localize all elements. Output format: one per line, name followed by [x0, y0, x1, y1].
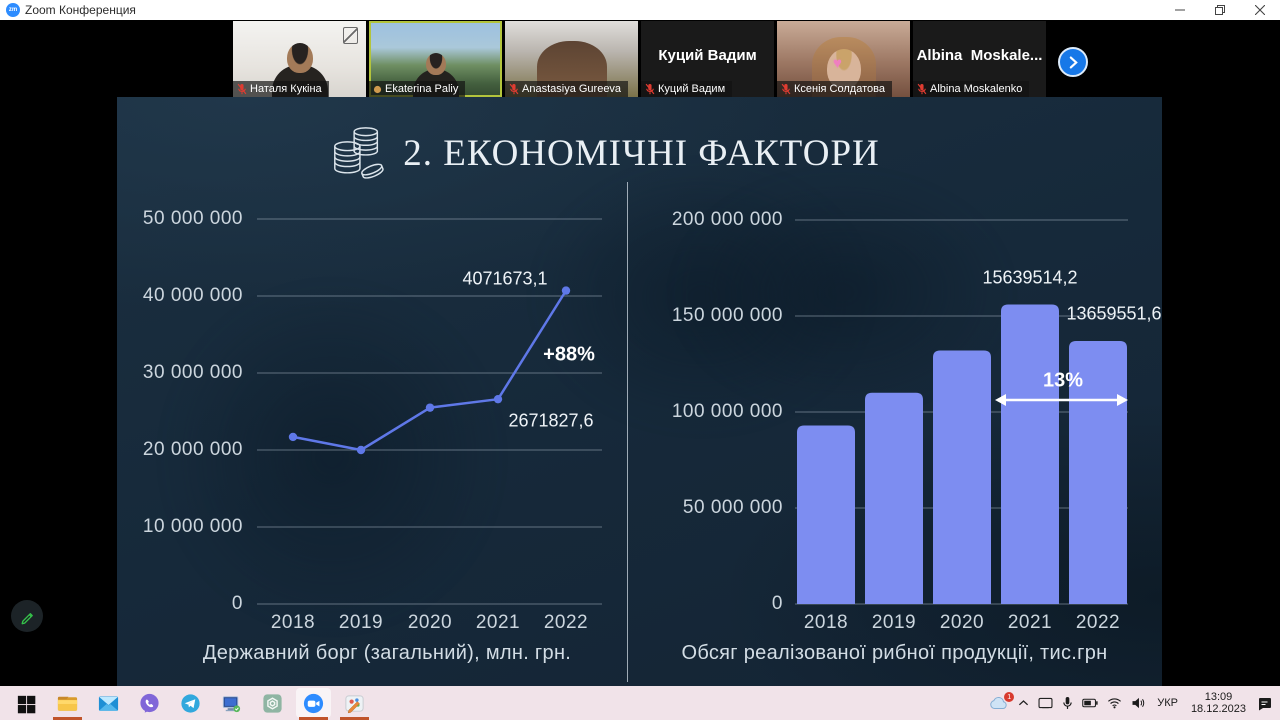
- participant-name-label: Наталя Кукіна: [233, 81, 329, 97]
- data-label-2021: 2671827,6: [508, 410, 594, 431]
- running-app-indicator: [299, 717, 328, 720]
- participant-name-label: Ekaterina Paliy: [369, 81, 466, 97]
- participant-name-label: Ксенія Солдатова: [777, 81, 892, 97]
- background-blob: [167, 287, 497, 627]
- x-axis-tick-label: 2022: [543, 612, 589, 633]
- onedrive-icon[interactable]: 1: [989, 692, 1015, 710]
- zoom-logo-icon: zm: [6, 3, 20, 17]
- taskbar-icon-file-explorer[interactable]: [47, 686, 88, 720]
- y-axis-tick-label: 150 000 000: [671, 305, 783, 326]
- participant-name-label: Куций Вадим: [641, 81, 733, 97]
- muted-mic-icon: [781, 83, 791, 95]
- window-title: Zoom Конференция: [25, 3, 136, 17]
- minimize-icon: [1175, 9, 1185, 11]
- restore-button[interactable]: [1200, 0, 1240, 20]
- participant-strip: Наталя Кукіна Ekaterina Paliy Anastasiya G…: [233, 21, 1046, 97]
- x-axis-tick-label: 2018: [270, 612, 316, 633]
- y-axis-tick-label: 200 000 000: [671, 209, 783, 230]
- chart-caption: Обсяг реалізованої рибної продукції, тис…: [681, 642, 1108, 664]
- growth-label: +88%: [543, 343, 595, 366]
- taskbar-icon-windows-start[interactable]: [6, 686, 47, 720]
- tray-chevron-icon[interactable]: [1018, 699, 1029, 707]
- line-chart-state-debt: 4071673,1 +88% 2671827,6 Державний борг …: [117, 182, 627, 686]
- restore-icon: [1215, 5, 1225, 15]
- x-axis-tick-label: 2018: [803, 612, 849, 633]
- annotate-button[interactable]: [11, 600, 43, 632]
- volume-icon[interactable]: [1131, 697, 1146, 709]
- change-label: 13%: [1042, 369, 1084, 392]
- pencil-icon: [21, 612, 33, 624]
- x-axis-tick-label: 2021: [475, 612, 521, 633]
- close-button[interactable]: [1240, 0, 1280, 20]
- clock-time: 13:09: [1204, 691, 1233, 703]
- clock[interactable]: 13:09 18.12.2023: [1189, 691, 1248, 715]
- data-label-2021: 15639514,2: [982, 267, 1078, 288]
- taskbar-icon-mail[interactable]: [88, 686, 129, 720]
- data-label-2022: 13659551,6: [1066, 303, 1162, 324]
- muted-mic-icon: [645, 83, 655, 95]
- taskbar-icon-viber[interactable]: [129, 686, 170, 720]
- taskbar-icon-chatgpt[interactable]: [252, 686, 293, 720]
- bar-chart-fish-production: 15639514,2 13659551,6 13% Обсяг реалізов…: [627, 182, 1162, 686]
- taskbar-icon-my-computer[interactable]: [211, 686, 252, 720]
- watermark-logo: [343, 27, 358, 44]
- muted-mic-icon: [509, 83, 519, 95]
- chart-caption: Державний борг (загальний), млн. грн.: [202, 642, 572, 664]
- notification-badge: 1: [1004, 692, 1015, 702]
- y-axis-tick-label: 50 000 000: [682, 497, 783, 518]
- next-participants-button[interactable]: [1058, 47, 1088, 77]
- running-app-indicator: [340, 717, 369, 720]
- participant-tile-1[interactable]: Наталя Кукіна: [233, 21, 366, 97]
- running-app-indicator: [53, 717, 82, 720]
- shared-screen-slide: 2. ЕКОНОМІЧНІ ФАКТОРИ 4071673,1 +88% 267…: [117, 97, 1162, 686]
- battery-icon[interactable]: [1082, 698, 1098, 708]
- muted-mic-icon: [237, 83, 247, 95]
- close-icon: [1255, 5, 1265, 15]
- clock-date: 18.12.2023: [1190, 703, 1246, 715]
- heart-sticker: ♥: [833, 55, 842, 72]
- y-axis-tick-label: 100 000 000: [671, 401, 783, 422]
- x-axis-tick-label: 2022: [1075, 612, 1121, 633]
- slide-title: 2. ЕКОНОМІЧНІ ФАКТОРИ: [403, 132, 880, 174]
- x-axis-tick-label: 2019: [871, 612, 917, 633]
- participant-name-label: Albina Moskalenko: [913, 81, 1030, 97]
- taskbar-icon-paint[interactable]: [334, 686, 375, 720]
- y-axis-tick-label: 20 000 000: [142, 439, 243, 460]
- y-axis-tick-label: 10 000 000: [142, 516, 243, 537]
- status-icon: [373, 85, 382, 93]
- minimize-button[interactable]: [1160, 0, 1200, 20]
- participant-tile-4[interactable]: Куций Вадим Куций Вадим: [641, 21, 774, 97]
- window-titlebar: zm Zoom Конференция: [0, 0, 1280, 20]
- participant-tile-6[interactable]: Albina Moskale... Albina Moskalenko: [913, 21, 1046, 97]
- participant-name-label: Anastasiya Gureeva: [505, 81, 629, 97]
- microphone-icon[interactable]: [1062, 696, 1073, 710]
- taskbar-icon-zoom[interactable]: [293, 686, 334, 720]
- chart-divider: [627, 182, 628, 682]
- x-axis-tick-label: 2020: [939, 612, 985, 633]
- action-center-icon[interactable]: [1257, 696, 1272, 711]
- participant-tile-5[interactable]: ♥ Ксенія Солдатова: [777, 21, 910, 97]
- tablet-mode-icon[interactable]: [1038, 697, 1053, 709]
- coins-icon: [334, 127, 384, 179]
- chevron-right-icon: [1069, 55, 1078, 69]
- windows-taskbar: 1 УКР 13:09 18.12.2023: [0, 686, 1280, 720]
- x-axis-tick-label: 2021: [1007, 612, 1053, 633]
- y-axis-tick-label: 0: [231, 593, 243, 614]
- x-axis-tick-label: 2019: [338, 612, 384, 633]
- y-axis-tick-label: 0: [771, 593, 783, 614]
- x-axis-tick-label: 2020: [407, 612, 453, 633]
- language-indicator[interactable]: УКР: [1157, 697, 1178, 709]
- y-axis-tick-label: 40 000 000: [142, 285, 243, 306]
- participant-display-name: Куций Вадим: [658, 47, 757, 64]
- participant-tile-2[interactable]: Ekaterina Paliy: [369, 21, 502, 97]
- participant-tile-3[interactable]: Anastasiya Gureeva: [505, 21, 638, 97]
- muted-mic-icon: [917, 83, 927, 95]
- y-axis-tick-label: 30 000 000: [142, 362, 243, 383]
- y-axis-tick-label: 50 000 000: [142, 208, 243, 229]
- data-label-2022: 4071673,1: [462, 268, 548, 289]
- taskbar-icon-telegram[interactable]: [170, 686, 211, 720]
- wifi-icon[interactable]: [1107, 697, 1122, 709]
- participant-display-name: Albina Moskale...: [916, 47, 1043, 64]
